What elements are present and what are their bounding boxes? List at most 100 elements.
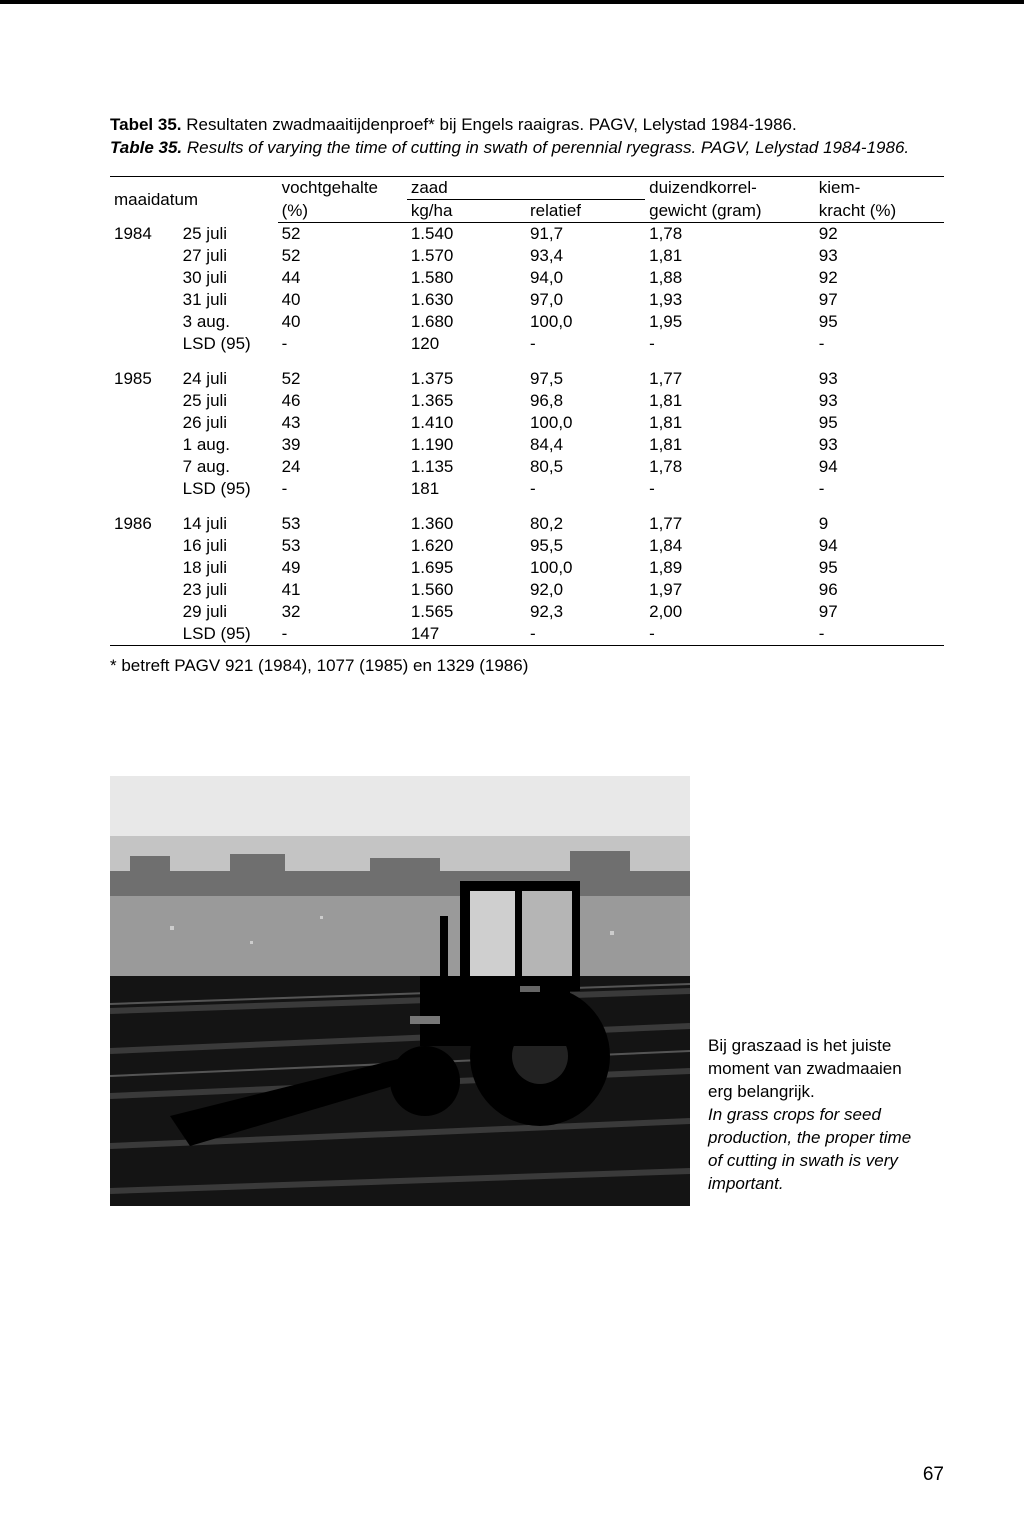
cell — [110, 412, 179, 434]
cell: 1.560 — [407, 579, 526, 601]
cell — [110, 557, 179, 579]
cell — [110, 601, 179, 623]
cell: 24 — [278, 456, 407, 478]
cell: 1,89 — [645, 557, 815, 579]
field-photo — [110, 776, 690, 1206]
table-row: 25 juli461.36596,81,8193 — [110, 390, 944, 412]
table-row: LSD (95)-120--- — [110, 333, 944, 355]
cell: 1.360 — [407, 500, 526, 535]
cell: 97,5 — [526, 355, 645, 390]
cell — [110, 579, 179, 601]
table-row: 198524 juli521.37597,51,7793 — [110, 355, 944, 390]
cell: 1.630 — [407, 289, 526, 311]
table-row: 7 aug.241.13580,51,7894 — [110, 456, 944, 478]
table-row: 198614 juli531.36080,21,779 — [110, 500, 944, 535]
cell — [110, 456, 179, 478]
cell: 100,0 — [526, 311, 645, 333]
cell: 1986 — [110, 500, 179, 535]
th-kiem1: kiem- — [815, 176, 944, 199]
th-dkg2: gewicht (gram) — [645, 199, 815, 222]
cell: 93 — [815, 245, 944, 267]
cell: 31 juli — [179, 289, 278, 311]
cell: 1,81 — [645, 245, 815, 267]
cell: 80,2 — [526, 500, 645, 535]
table-row: 3 aug.401.680100,01,9595 — [110, 311, 944, 333]
cell: LSD (95) — [179, 333, 278, 355]
cell: 7 aug. — [179, 456, 278, 478]
cell: 1,77 — [645, 355, 815, 390]
cell: 29 juli — [179, 601, 278, 623]
cell: 26 juli — [179, 412, 278, 434]
th-maaidatum: maaidatum — [110, 176, 278, 222]
cell: 96,8 — [526, 390, 645, 412]
cell: 94,0 — [526, 267, 645, 289]
cell: 1.540 — [407, 222, 526, 245]
cell: 1,81 — [645, 390, 815, 412]
cell: 181 — [407, 478, 526, 500]
cell: - — [815, 623, 944, 646]
cell: 43 — [278, 412, 407, 434]
caption-text-nl: Resultaten zwadmaaitijdenproef* bij Enge… — [186, 115, 796, 134]
cell: 52 — [278, 355, 407, 390]
cell: 80,5 — [526, 456, 645, 478]
caption-label-nl: Tabel 35. — [110, 115, 182, 134]
page-number: 67 — [923, 1464, 944, 1486]
cell: 53 — [278, 500, 407, 535]
th-kiem2: kracht (%) — [815, 199, 944, 222]
cell: 1.680 — [407, 311, 526, 333]
th-kgha: kg/ha — [407, 199, 526, 222]
cell — [110, 311, 179, 333]
cell: - — [526, 623, 645, 646]
cell: - — [815, 478, 944, 500]
cell: - — [278, 478, 407, 500]
cell: 39 — [278, 434, 407, 456]
cell: 40 — [278, 289, 407, 311]
cell — [110, 245, 179, 267]
cell: 1.135 — [407, 456, 526, 478]
cell — [110, 535, 179, 557]
table-row: 198425 juli521.54091,71,7892 — [110, 222, 944, 245]
cell: - — [645, 333, 815, 355]
table-row: 26 juli431.410100,01,8195 — [110, 412, 944, 434]
photo-caption-nl: Bij graszaad is het juiste moment van zw… — [708, 1036, 902, 1101]
cell: 91,7 — [526, 222, 645, 245]
cell: - — [278, 333, 407, 355]
cell: 1 aug. — [179, 434, 278, 456]
cell: 1.565 — [407, 601, 526, 623]
cell: 49 — [278, 557, 407, 579]
cell: 3 aug. — [179, 311, 278, 333]
cell: 1,78 — [645, 456, 815, 478]
cell: 32 — [278, 601, 407, 623]
cell: 95 — [815, 412, 944, 434]
table-footnote: * betreft PAGV 921 (1984), 1077 (1985) e… — [110, 656, 944, 676]
cell: 1,81 — [645, 434, 815, 456]
cell: 2,00 — [645, 601, 815, 623]
table-row: LSD (95)-181--- — [110, 478, 944, 500]
cell: 16 juli — [179, 535, 278, 557]
cell: 92,0 — [526, 579, 645, 601]
cell — [110, 333, 179, 355]
cell: 52 — [278, 245, 407, 267]
cell: 94 — [815, 535, 944, 557]
cell: 1,93 — [645, 289, 815, 311]
cell: 93 — [815, 390, 944, 412]
cell — [110, 289, 179, 311]
cell: - — [815, 333, 944, 355]
cell: 44 — [278, 267, 407, 289]
caption-label-en: Table 35. — [110, 138, 182, 157]
cell: 1.570 — [407, 245, 526, 267]
table-row: 16 juli531.62095,51,8494 — [110, 535, 944, 557]
cell: 1,84 — [645, 535, 815, 557]
cell — [110, 478, 179, 500]
cell: 53 — [278, 535, 407, 557]
table-row: 23 juli411.56092,01,9796 — [110, 579, 944, 601]
cell: 92 — [815, 267, 944, 289]
cell: 93 — [815, 355, 944, 390]
cell: 1,78 — [645, 222, 815, 245]
cell: 25 juli — [179, 222, 278, 245]
cell: 1.580 — [407, 267, 526, 289]
cell: 84,4 — [526, 434, 645, 456]
cell — [110, 623, 179, 646]
table-row: 1 aug.391.19084,41,8193 — [110, 434, 944, 456]
cell: 95 — [815, 311, 944, 333]
